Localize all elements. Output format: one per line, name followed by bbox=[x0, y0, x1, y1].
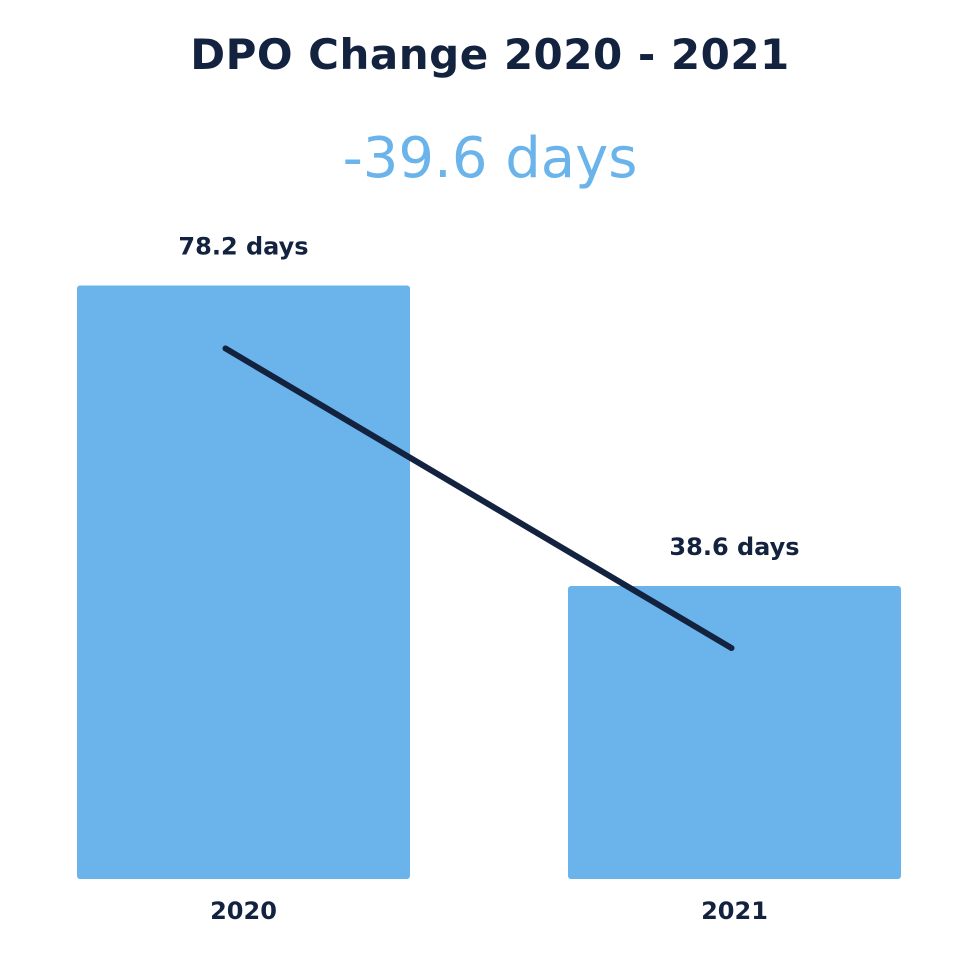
data-label-2020: 78.2 days bbox=[178, 232, 308, 260]
bar-2021 bbox=[568, 586, 901, 879]
data-label-2021: 38.6 days bbox=[669, 533, 799, 561]
trend-line bbox=[222, 345, 735, 652]
category-label-2020: 2020 bbox=[210, 897, 277, 925]
chart-change-summary: -39.6 days bbox=[342, 126, 638, 191]
bar-2020 bbox=[77, 285, 410, 879]
chart-title: DPO Change 2020 - 2021 bbox=[190, 30, 790, 79]
category-label-2021: 2021 bbox=[701, 897, 768, 925]
